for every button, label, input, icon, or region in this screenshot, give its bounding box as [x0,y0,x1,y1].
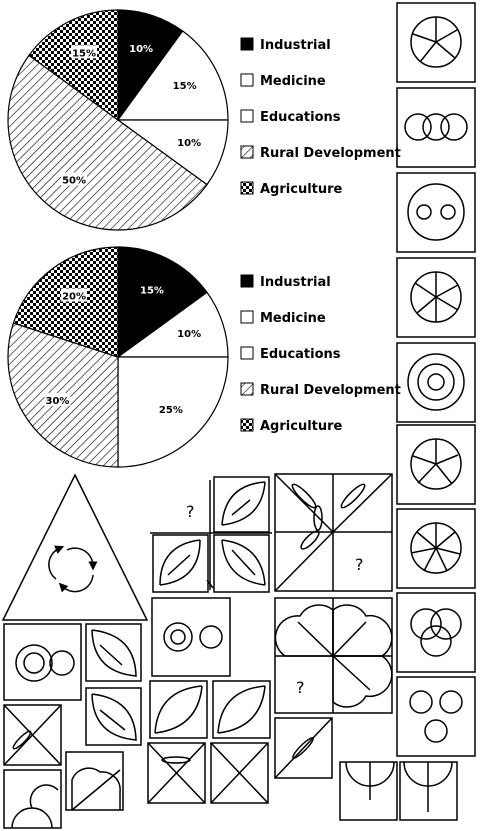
legend-label-medicine: Medicine [260,74,326,89]
legend-label-industrial: Industrial [260,38,331,53]
question-mark-2: ? [355,555,364,574]
option-concentric-circles [396,342,476,423]
question-mark-3: ? [296,678,305,697]
pie-label-industrial: 15% [140,285,164,296]
legend-swatch-medicine [240,73,254,87]
legend-label-agriculture: Agriculture [260,182,343,197]
legend-swatch-agriculture [240,181,254,195]
flower-puzzle [274,597,393,714]
legend-label-rural-development: Rural Development [260,146,401,161]
legend-label-medicine: Medicine [260,311,326,326]
option-circle-two-small-circles [396,172,476,253]
pie-slice-rural-development [7,54,208,231]
legend-label-industrial: Industrial [260,275,331,290]
bottom-tile-options [3,704,458,829]
pie-label-agriculture: 15% [72,48,96,59]
legend-swatch-educations [240,109,254,123]
option-circle-six-sectors [396,257,476,338]
question-mark-1: ? [186,502,195,521]
pie-label-bg [44,392,71,406]
legend-swatch-industrial [240,37,254,51]
legend-swatch-agriculture [240,418,254,432]
option-three-overlapping-circles [396,87,476,168]
option-circle-five-sectors [396,2,476,83]
legend-label-educations: Educations [260,347,341,362]
option-venn-circles [396,592,476,673]
leaf-tile-options [85,623,271,746]
legend-1: Industrial Medicine Educations Rural Develo… [240,37,401,197]
pie-slice-educations [117,356,229,468]
pie-label-educations: 25% [159,405,183,416]
legend-swatch-rural-development [240,145,254,159]
option-circle-seven-sectors [396,508,476,589]
pie-label-educations: 10% [177,138,201,149]
legend-swatch-rural-development [240,382,254,396]
legend-label-educations: Educations [260,110,341,125]
windmill-puzzle [150,476,272,593]
option-three-separate-circles [396,676,476,757]
legend-label-rural-development: Rural Development [260,383,401,398]
pie-slice-agriculture [12,246,119,358]
pie-label-bg [71,45,98,59]
option-column [396,2,476,757]
pie-label-bg [61,172,88,186]
pie-label-rural-development: 50% [62,176,86,187]
pie-chart-1: 10% 15% 10% 50% 15% [7,9,229,231]
pie-chart-2: 15% 10% 25% 30% 20% [7,246,229,468]
legend-swatch-industrial [240,274,254,288]
circle-option-boxes [3,597,231,701]
pie-slice-medicine [116,30,229,121]
pie-label-bg [61,288,88,302]
pie-label-industrial: 10% [129,44,153,55]
legend-swatch-educations [240,346,254,360]
pie-slice-industrial [117,246,208,359]
legend-label-agriculture: Agriculture [260,419,343,434]
legend-swatch-medicine [240,310,254,324]
pie-label-medicine: 15% [173,81,197,92]
pie-slice-agriculture [28,9,119,122]
option-circle-five-sectors-2 [396,424,476,505]
pie-label-medicine: 10% [177,329,201,340]
pie-label-rural-development: 30% [46,396,70,407]
legend-2: Industrial Medicine Educations Rural Develo… [240,274,401,434]
triangle-rotation-figure [1,473,149,621]
pie-label-agriculture: 20% [62,291,86,302]
petal-square-puzzle [274,473,393,592]
